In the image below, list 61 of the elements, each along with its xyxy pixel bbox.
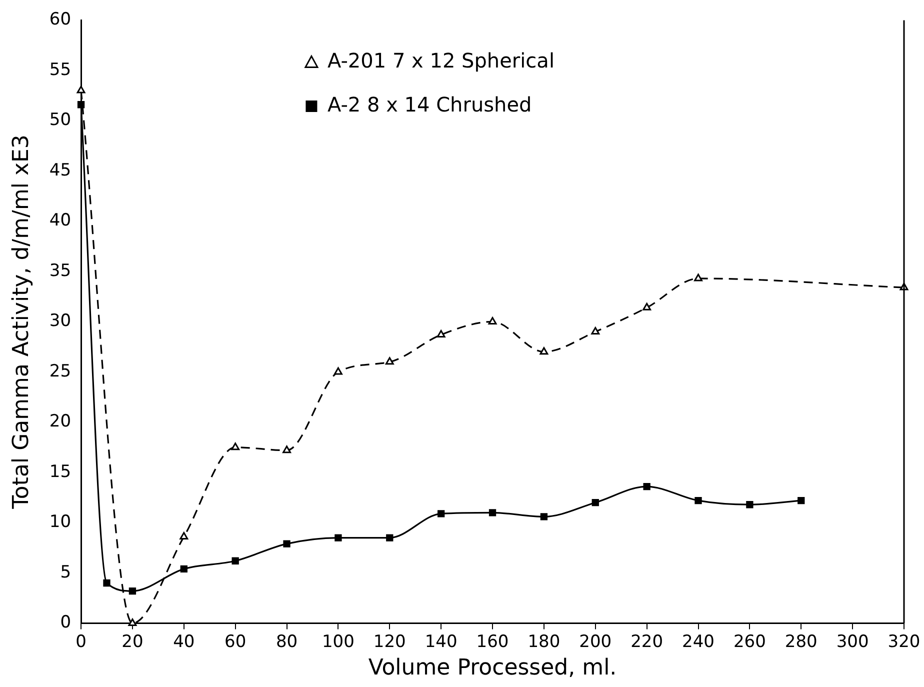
point <box>643 482 650 490</box>
x-axis-title: Volume Processed, ml. <box>368 656 617 681</box>
x-tick-label: 20 <box>122 632 144 652</box>
y-tick-label: 55 <box>49 60 72 80</box>
x-tick-label: 140 <box>424 632 458 652</box>
point <box>231 442 240 450</box>
y-tick-label: 20 <box>49 412 72 432</box>
point <box>540 513 548 520</box>
legend-label: A-201 7 x 12 Spherical <box>327 48 554 72</box>
point <box>334 367 342 375</box>
point <box>488 316 497 324</box>
y-tick-label: 10 <box>49 512 72 532</box>
point <box>592 499 599 506</box>
point <box>438 510 445 518</box>
point <box>128 618 137 626</box>
x-tick-label: 300 <box>836 632 869 652</box>
point <box>694 497 702 504</box>
point <box>334 534 342 542</box>
y-axis-title: Total Gamma Activity, d/m/ml xE3 <box>8 134 34 510</box>
point <box>694 274 702 282</box>
point <box>128 587 136 595</box>
y-tick-label: 15 <box>49 462 72 482</box>
x-tick-label: 120 <box>373 632 406 652</box>
point <box>798 497 805 504</box>
x-tick-label: 260 <box>733 632 766 652</box>
y-tick-label: 0 <box>60 612 72 633</box>
x-tick-label: 160 <box>476 632 509 652</box>
x-tick-label: 60 <box>224 632 246 652</box>
y-tick-label: 30 <box>49 311 72 332</box>
point <box>180 565 188 573</box>
x-tick-label: 220 <box>630 632 664 652</box>
legend-label: A-2 8 x 14 Chrushed <box>327 92 532 116</box>
point <box>540 347 548 355</box>
x-tick-label: 80 <box>276 632 298 652</box>
point <box>591 327 600 334</box>
point <box>746 501 754 508</box>
x-tick-label: 0 <box>76 632 86 652</box>
point <box>386 534 394 542</box>
y-tick-label: 45 <box>49 160 72 180</box>
point <box>232 557 239 564</box>
x-tick-label: 180 <box>528 632 560 652</box>
point <box>385 357 394 365</box>
y-tick-label: 25 <box>49 361 72 382</box>
y-tick-label: 60 <box>49 10 72 30</box>
point <box>282 446 291 454</box>
x-tick-label: 40 <box>173 632 195 652</box>
x-tick-label: 200 <box>579 632 612 652</box>
y-tick-label: 35 <box>49 260 72 281</box>
point <box>283 540 290 548</box>
x-tick-label: 280 <box>784 632 818 652</box>
x-tick-label: 100 <box>322 632 354 652</box>
x-tick-label: 320 <box>888 632 920 652</box>
y-tick-label: 5 <box>60 562 72 582</box>
x-tick-label: 240 <box>682 632 714 652</box>
point <box>436 330 446 338</box>
point <box>103 579 110 587</box>
y-tick-label: 50 <box>49 110 72 130</box>
point <box>642 302 652 310</box>
y-tick-label: 40 <box>49 210 72 231</box>
point <box>180 532 188 540</box>
point <box>488 509 496 516</box>
